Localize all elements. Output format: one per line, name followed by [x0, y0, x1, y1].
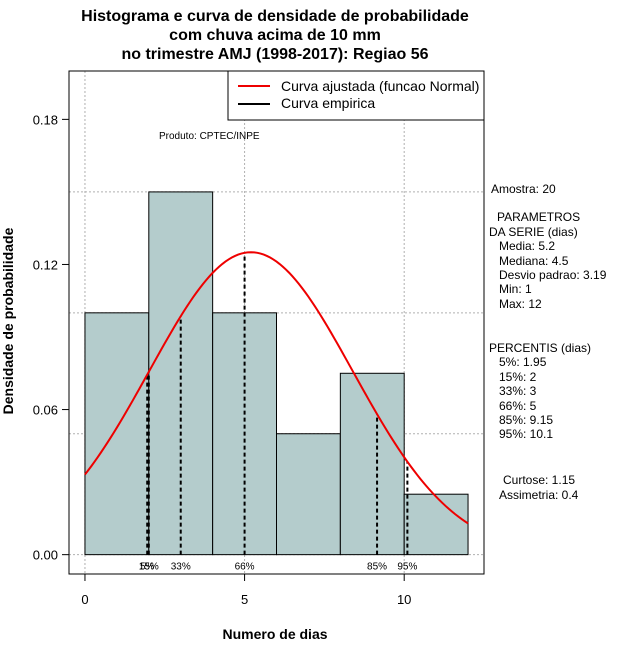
x-tick-label: 5: [241, 592, 248, 607]
percentile-label: 85%: [367, 562, 387, 573]
percentile-label: 5%: [140, 562, 155, 573]
y-tick-label: 0.12: [33, 257, 58, 272]
params-header-2: DA SERIE (dias): [489, 225, 578, 239]
percentis-header: PERCENTIS (dias): [489, 341, 591, 355]
histogram-bar: [403, 493, 469, 556]
histogram-bar: [276, 433, 341, 556]
producer-label: Produto: CPTEC/INPE: [159, 131, 260, 142]
params-header-1: PARAMETROS: [497, 210, 580, 224]
statistics-panel: Amostra: 20 PARAMETROS DA SERIE (dias) M…: [489, 182, 607, 502]
stat-assimetria: Assimetria: 0.4: [499, 488, 579, 502]
percentile-label: 15%: [139, 562, 159, 573]
x-tick-label: 0: [81, 592, 88, 607]
normal-fit-curve: [84, 251, 469, 525]
sample-size: Amostra: 20: [491, 182, 556, 196]
percentile-66: 66%: 5: [499, 399, 537, 413]
histogram-bar: [84, 312, 150, 556]
legend: Curva ajustada (funcao Normal) Curva emp…: [227, 70, 485, 121]
chart-title-line-3: no trimestre AMJ (1998-2017): Regiao 56: [121, 46, 428, 63]
percentile-95: 95%: 10.1: [499, 427, 553, 441]
y-tick-label: 0.00: [33, 548, 58, 563]
histogram-bar: [148, 191, 214, 556]
percentile-85: 85%: 9.15: [499, 413, 553, 427]
percentile-lines: 5%15% 33% 66% 85% 95%: [139, 252, 417, 573]
percentile-33: 33%: 3: [499, 384, 537, 398]
percentile-label: 66%: [235, 562, 255, 573]
axes: 0 5 10 0.00 0.06 0.12 0.18: [33, 112, 412, 607]
stat-media: Media: 5.2: [499, 239, 555, 253]
percentile-5: 5%: 1.95: [499, 355, 547, 369]
legend-fitted-label: Curva ajustada (funcao Normal): [281, 78, 479, 94]
stat-desvio: Desvio padrao: 3.19: [499, 268, 607, 282]
percentile-label: 95%: [397, 562, 417, 573]
percentile-label: 33%: [171, 562, 191, 573]
x-tick-label: 10: [397, 592, 411, 607]
legend-empirical-label: Curva empirica: [281, 95, 375, 111]
stat-curtose: Curtose: 1.15: [503, 473, 575, 487]
percentile-15: 15%: 2: [499, 370, 537, 384]
y-tick-label: 0.18: [33, 112, 58, 127]
chart-title-line-1: Histograma e curva de densidade de proba…: [81, 8, 469, 25]
y-tick-label: 0.06: [33, 403, 58, 418]
legend-box: [227, 70, 485, 121]
histogram-bar: [339, 372, 405, 556]
histogram-bars: [84, 191, 469, 556]
stat-min: Min: 1: [499, 282, 532, 296]
chart-title-line-2: com chuva acima de 10 mm: [169, 27, 381, 44]
stat-mediana: Mediana: 4.5: [499, 254, 569, 268]
x-axis-title: Numero de dias: [222, 626, 327, 642]
stat-max: Max: 12: [499, 297, 542, 311]
y-axis-title: Densidade de probabilidade: [0, 227, 16, 414]
